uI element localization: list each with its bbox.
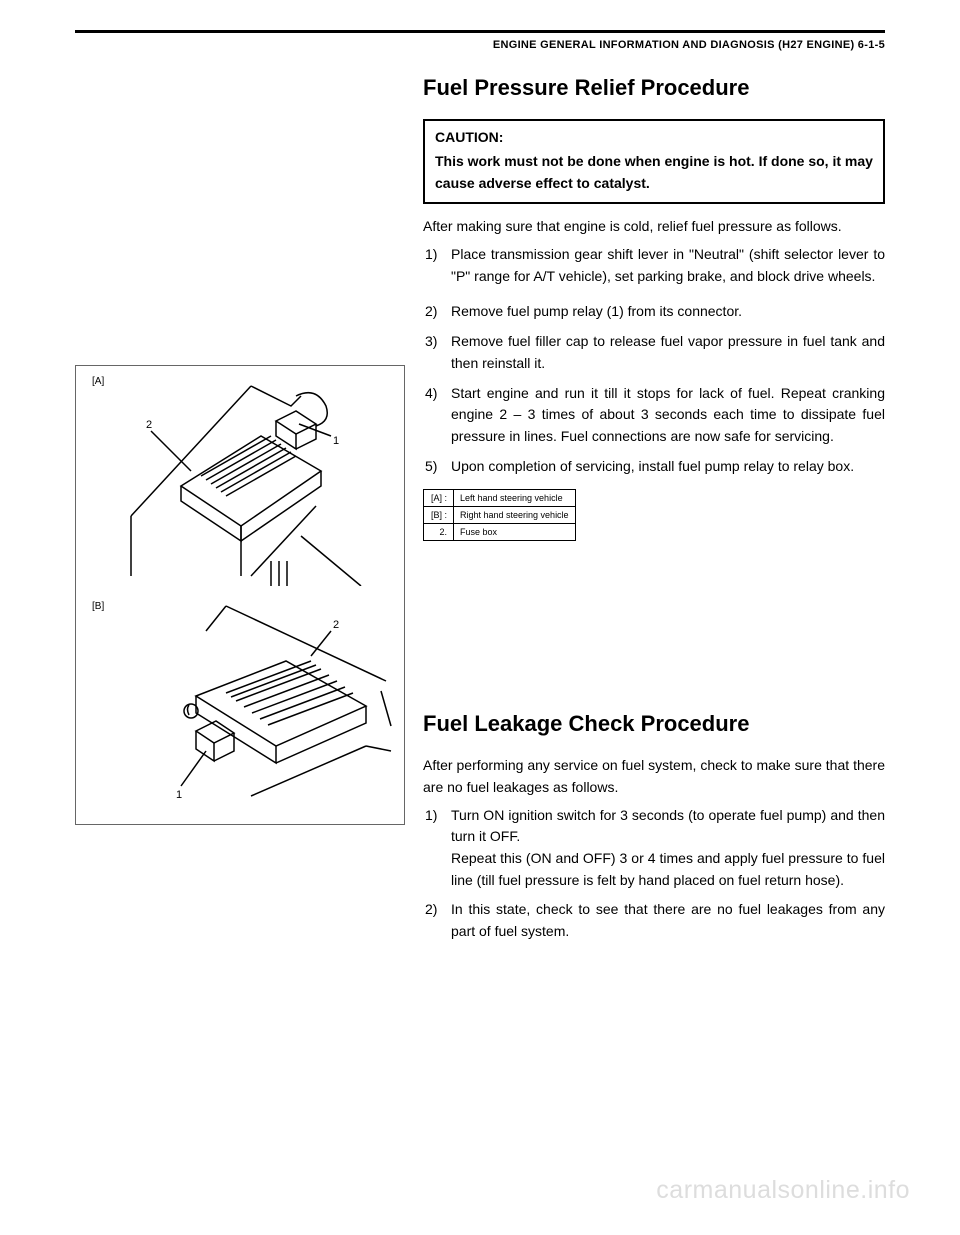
legend-key: [B] :: [424, 507, 454, 524]
step-text: Turn ON ignition switch for 3 seconds (t…: [451, 807, 885, 888]
content-row: [A]: [75, 75, 885, 951]
diagram-box: [A]: [75, 365, 405, 825]
right-column: Fuel Pressure Relief Procedure CAUTION: …: [423, 75, 885, 951]
section1-title: Fuel Pressure Relief Procedure: [423, 75, 885, 101]
step-text: Remove fuel pump relay (1) from its conn…: [451, 303, 742, 319]
list-item: 2)Remove fuel pump relay (1) from its co…: [423, 301, 885, 323]
step-text: Remove fuel filler cap to release fuel v…: [451, 333, 885, 371]
section1-steps: 1)Place transmission gear shift lever in…: [423, 244, 885, 477]
step-text: Upon completion of servicing, install fu…: [451, 458, 854, 474]
caution-box: CAUTION: This work must not be done when…: [423, 119, 885, 204]
callout-2b: 2: [333, 619, 339, 631]
step-text: In this state, check to see that there a…: [451, 901, 885, 939]
section2: Fuel Leakage Check Procedure After perfo…: [423, 711, 885, 943]
callout-1b: 1: [176, 789, 182, 801]
callout-2a: 2: [146, 419, 152, 431]
list-item: 2)In this state, check to see that there…: [423, 899, 885, 942]
caution-body: This work must not be done when engine i…: [435, 151, 873, 194]
list-item: 3)Remove fuel filler cap to release fuel…: [423, 331, 885, 374]
table-row: [B] : Right hand steering vehicle: [424, 507, 576, 524]
list-item: 1)Turn ON ignition switch for 3 seconds …: [423, 805, 885, 892]
section2-steps: 1)Turn ON ignition switch for 3 seconds …: [423, 805, 885, 943]
diagram-label-a: [A]: [92, 376, 104, 387]
list-item: 5)Upon completion of servicing, install …: [423, 456, 885, 478]
legend-value: Left hand steering vehicle: [454, 490, 576, 507]
legend-value: Right hand steering vehicle: [454, 507, 576, 524]
left-column: [A]: [75, 75, 405, 951]
section2-title: Fuel Leakage Check Procedure: [423, 711, 885, 737]
relay-diagram-a: 1 2: [121, 376, 391, 586]
legend-table: [A] : Left hand steering vehicle [B] : R…: [423, 489, 576, 541]
watermark: carmanualsonline.info: [656, 1176, 910, 1205]
step-text: Start engine and run it till it stops fo…: [451, 385, 885, 444]
list-item: 1)Place transmission gear shift lever in…: [423, 244, 885, 287]
section1-intro: After making sure that engine is cold, r…: [423, 216, 885, 238]
legend-value: Fuse box: [454, 524, 576, 541]
header-rule: [75, 30, 885, 33]
legend-key: 2.: [424, 524, 454, 541]
table-row: [A] : Left hand steering vehicle: [424, 490, 576, 507]
running-head: ENGINE GENERAL INFORMATION AND DIAGNOSIS…: [75, 39, 885, 51]
table-row: 2. Fuse box: [424, 524, 576, 541]
diagram-label-b: [B]: [92, 601, 104, 612]
legend-key: [A] :: [424, 490, 454, 507]
step-text: Place transmission gear shift lever in "…: [451, 246, 885, 284]
list-item: 4)Start engine and run it till it stops …: [423, 383, 885, 448]
relay-diagram-b: 1 2: [136, 601, 396, 811]
section2-intro: After performing any service on fuel sys…: [423, 755, 885, 798]
caution-title: CAUTION:: [435, 129, 873, 145]
callout-1a: 1: [333, 435, 339, 447]
